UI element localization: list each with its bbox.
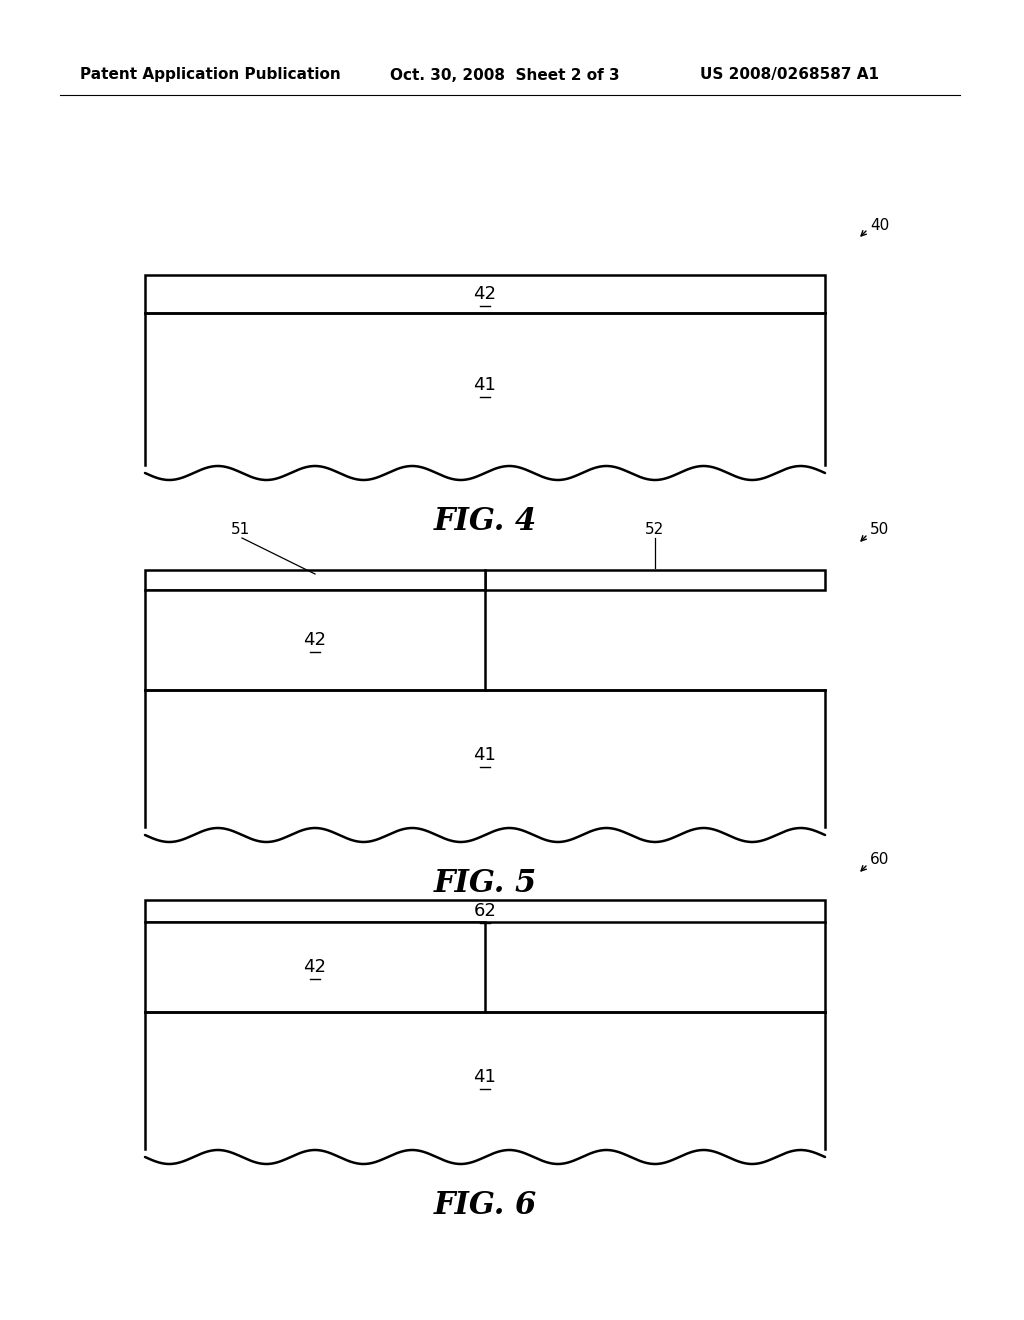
Polygon shape: [145, 570, 485, 590]
Text: 42: 42: [303, 631, 327, 649]
Polygon shape: [145, 275, 825, 313]
Polygon shape: [145, 921, 485, 1012]
Text: Oct. 30, 2008  Sheet 2 of 3: Oct. 30, 2008 Sheet 2 of 3: [390, 67, 620, 82]
Text: 41: 41: [473, 746, 497, 764]
Text: 42: 42: [473, 285, 497, 304]
Text: 40: 40: [870, 218, 889, 232]
Polygon shape: [145, 590, 485, 690]
Polygon shape: [485, 570, 825, 590]
Text: US 2008/0268587 A1: US 2008/0268587 A1: [700, 67, 879, 82]
Text: 52: 52: [645, 523, 665, 537]
Text: 41: 41: [473, 1068, 497, 1086]
Text: FIG. 4: FIG. 4: [433, 506, 537, 536]
Text: 42: 42: [303, 958, 327, 975]
Text: 41: 41: [473, 376, 497, 395]
Text: Patent Application Publication: Patent Application Publication: [80, 67, 341, 82]
Text: FIG. 5: FIG. 5: [433, 867, 537, 899]
Text: 50: 50: [870, 523, 889, 537]
Text: FIG. 6: FIG. 6: [433, 1189, 537, 1221]
Polygon shape: [145, 900, 825, 921]
Text: 51: 51: [230, 523, 250, 537]
Text: 60: 60: [870, 853, 890, 867]
Text: 62: 62: [473, 902, 497, 920]
